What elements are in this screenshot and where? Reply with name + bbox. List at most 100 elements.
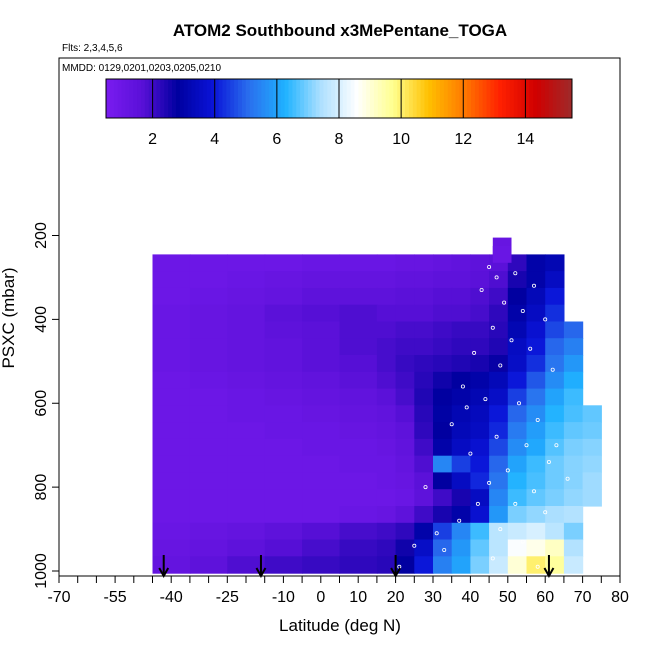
heatmap-cell bbox=[264, 472, 303, 490]
colorbar-swatch bbox=[428, 79, 433, 118]
colorbar-swatch bbox=[269, 79, 274, 118]
sample-point bbox=[487, 264, 492, 269]
heatmap-cell bbox=[395, 338, 415, 356]
heatmap-cell bbox=[152, 321, 191, 339]
colorbar-swatch bbox=[137, 79, 142, 118]
heatmap-cell bbox=[339, 422, 378, 440]
colorbar-swatch bbox=[276, 79, 282, 118]
heatmap-cell bbox=[489, 455, 509, 474]
heatmap-cell bbox=[302, 472, 341, 490]
heatmap-cell bbox=[376, 271, 397, 289]
colorbar-swatch bbox=[144, 79, 150, 118]
heatmap-cell bbox=[489, 539, 509, 557]
heatmap-cells bbox=[152, 237, 602, 574]
colorbar-swatch bbox=[218, 79, 223, 118]
colorbar-swatch bbox=[203, 79, 208, 118]
heatmap-cell bbox=[189, 522, 228, 541]
heatmap-cell bbox=[526, 338, 546, 356]
heatmap-cell bbox=[395, 522, 415, 541]
heatmap-cell bbox=[414, 355, 434, 373]
heatmap-cell bbox=[395, 287, 415, 306]
sample-point bbox=[468, 451, 473, 456]
colorbar-swatch bbox=[366, 79, 371, 118]
colorbar-tick-label: 6 bbox=[272, 131, 281, 148]
heatmap-cell bbox=[489, 304, 509, 323]
heatmap-cell bbox=[414, 254, 434, 272]
heatmap-cell bbox=[545, 438, 565, 457]
heatmap-cell bbox=[152, 522, 191, 541]
heatmap-cell bbox=[339, 455, 378, 474]
sample-point bbox=[490, 325, 495, 330]
colorbar-swatch bbox=[133, 79, 138, 118]
colorbar-swatch bbox=[521, 79, 526, 118]
heatmap-cell bbox=[563, 338, 584, 356]
heatmap-cell bbox=[152, 422, 191, 440]
heatmap-cell bbox=[451, 254, 471, 272]
heatmap-cell bbox=[227, 472, 266, 490]
heatmap-cell bbox=[414, 304, 434, 323]
heatmap-cell bbox=[470, 271, 490, 289]
sample-point bbox=[543, 510, 548, 515]
colorbar-tick-label: 4 bbox=[210, 131, 219, 148]
heatmap-cell bbox=[526, 321, 546, 339]
heatmap-cell bbox=[451, 271, 471, 289]
colorbar-swatch bbox=[459, 79, 464, 118]
colorbar-swatch bbox=[272, 79, 278, 118]
x-tick-label: -55 bbox=[104, 589, 127, 606]
sample-point bbox=[487, 480, 492, 485]
heatmap-cell bbox=[545, 271, 565, 289]
colorbar-swatch bbox=[560, 79, 565, 118]
heatmap-cell bbox=[582, 422, 602, 440]
sample-point bbox=[475, 501, 480, 506]
heatmap-cell bbox=[433, 321, 453, 339]
heatmap-cell bbox=[376, 321, 397, 339]
heatmap-cell bbox=[227, 271, 266, 289]
heatmap-cell bbox=[433, 506, 453, 524]
colorbar-tick-label: 14 bbox=[517, 131, 535, 148]
heatmap-cell bbox=[526, 455, 546, 474]
heatmap-cell bbox=[376, 489, 397, 507]
heatmap-cell bbox=[302, 321, 341, 339]
heatmap-cell bbox=[582, 438, 602, 457]
heatmap-cell bbox=[264, 489, 303, 507]
heatmap-cell bbox=[414, 321, 434, 339]
heatmap-cell bbox=[451, 489, 471, 507]
heatmap-cell bbox=[563, 455, 584, 474]
heatmap-cell bbox=[376, 539, 397, 557]
heatmap-cell bbox=[507, 388, 528, 406]
sample-point bbox=[513, 501, 518, 506]
colorbar-swatch bbox=[125, 79, 130, 118]
colorbar-swatch bbox=[339, 79, 344, 118]
heatmap-cell bbox=[414, 472, 434, 490]
sample-point bbox=[460, 384, 465, 389]
colorbar-swatch bbox=[214, 79, 220, 118]
heatmap-cell bbox=[152, 287, 191, 306]
x-tick-label: -25 bbox=[216, 589, 239, 606]
heatmap-cell bbox=[451, 338, 471, 356]
sample-point bbox=[546, 459, 551, 464]
colorbar-swatch bbox=[412, 79, 418, 118]
heatmap-cell bbox=[545, 489, 565, 507]
colorbar-swatch bbox=[432, 79, 437, 118]
y-tick-label: 1000 bbox=[33, 553, 50, 589]
heatmap-cell bbox=[489, 355, 509, 373]
heatmap-cell bbox=[414, 556, 434, 574]
heatmap-cell bbox=[507, 472, 528, 490]
heatmap-cell bbox=[376, 522, 397, 541]
heatmap-cell bbox=[302, 388, 341, 406]
colorbar-swatch bbox=[245, 79, 251, 118]
heatmap-cell bbox=[414, 438, 434, 457]
heatmap-cell bbox=[470, 371, 490, 390]
heatmap-cell bbox=[189, 438, 228, 457]
colorbar-swatch bbox=[463, 79, 468, 118]
sample-point bbox=[550, 367, 555, 372]
heatmap-cell bbox=[451, 455, 471, 474]
heatmap-cell bbox=[526, 388, 546, 406]
heatmap-cell bbox=[339, 338, 378, 356]
sample-point bbox=[554, 443, 559, 448]
x-tick-label: 0 bbox=[316, 589, 325, 606]
heatmap-cell bbox=[189, 287, 228, 306]
heatmap-cell bbox=[227, 455, 266, 474]
colorbar: 2 4 6 8 10 12 14 bbox=[105, 78, 573, 148]
colorbar-tick-label: 12 bbox=[454, 131, 472, 148]
